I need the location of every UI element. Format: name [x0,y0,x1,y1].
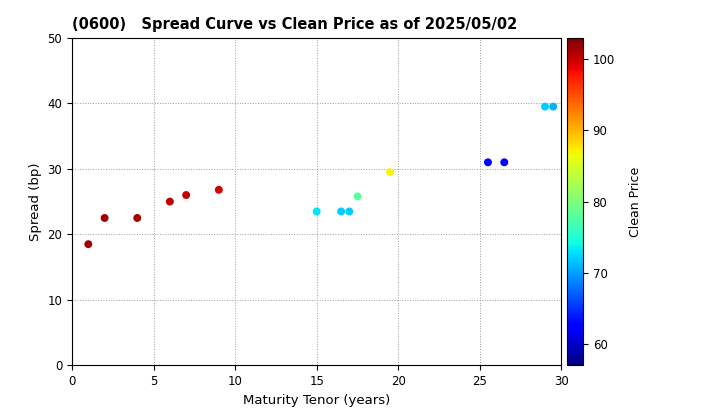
Point [99,215,110,221]
Point [547,103,559,110]
Point [539,103,551,110]
Point [213,186,225,193]
Y-axis label: Spread (bp): Spread (bp) [29,163,42,241]
Point [132,215,143,221]
Point [164,198,176,205]
Point [482,159,494,165]
X-axis label: Maturity Tenor (years): Maturity Tenor (years) [243,394,390,407]
Point [336,208,347,215]
Point [311,208,323,215]
Text: (0600)   Spread Curve vs Clean Price as of 2025/05/02: (0600) Spread Curve vs Clean Price as of… [72,18,517,32]
Point [351,193,363,200]
Point [181,192,192,198]
Point [83,241,94,247]
Point [384,169,396,176]
Point [498,159,510,165]
Y-axis label: Clean Price: Clean Price [629,166,642,237]
Point [343,208,355,215]
